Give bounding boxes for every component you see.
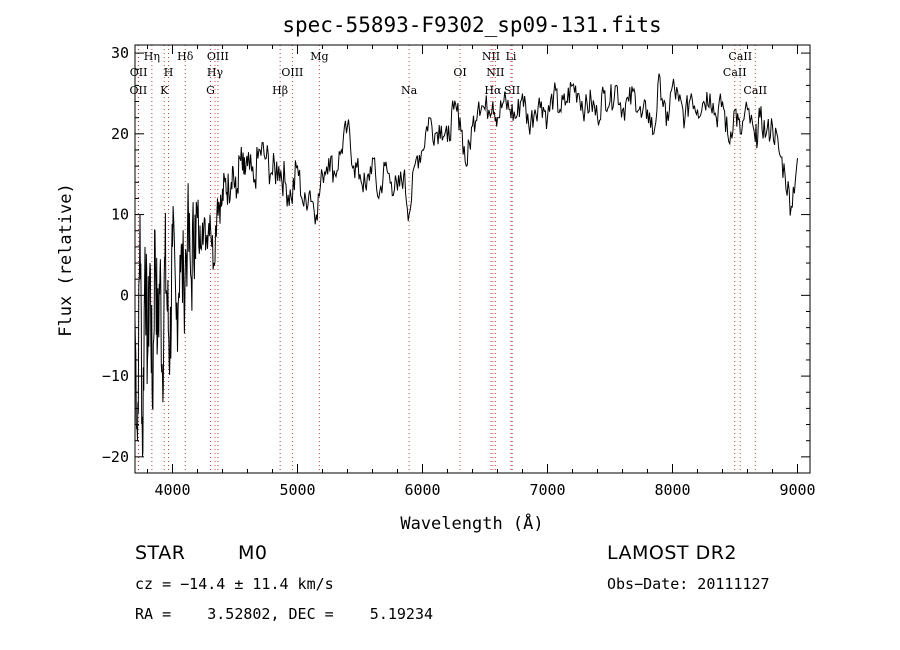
line-label-sii: SII xyxy=(504,84,520,97)
y-axis-label: Flux (relative) xyxy=(56,183,76,337)
line-label-g: G xyxy=(206,84,215,97)
line-label-nii: NII xyxy=(482,50,500,63)
plot-frame xyxy=(134,44,811,474)
y-tick-label: 20 xyxy=(111,125,129,143)
line-label-na: Na xyxy=(401,84,418,97)
line-label-mg: Mg xyxy=(310,50,328,63)
x-tick-label: 5000 xyxy=(279,481,315,499)
x-tick-label: 7000 xyxy=(529,481,565,499)
object-subclass: M0 xyxy=(238,542,268,564)
y-tick-label: 0 xyxy=(120,286,129,304)
line-label-oiii: OIII xyxy=(281,66,303,79)
x-tick-label: 6000 xyxy=(404,481,440,499)
object-class: STAR xyxy=(135,542,186,564)
line-label-k: K xyxy=(160,84,169,97)
line-label-oi: OI xyxy=(453,66,466,79)
x-axis-ticks: 4000 5000 6000 7000 8000 9000 xyxy=(147,45,816,499)
line-label-oii: OII xyxy=(130,84,148,97)
x-tick-label: 4000 xyxy=(154,481,190,499)
spectrum-flux-line xyxy=(134,73,798,457)
line-label-oiii: OIII xyxy=(207,50,229,63)
line-label-oii: OII xyxy=(130,66,148,79)
y-tick-label: 30 xyxy=(111,44,129,62)
line-label-caii: CaII xyxy=(743,84,767,97)
y-tick-label: 10 xyxy=(111,206,129,224)
line-label-li: Li xyxy=(506,50,517,63)
line-label-hη: Hη xyxy=(144,50,160,63)
coordinates: RA = 3.52802, DEC = 5.19234 xyxy=(135,605,434,623)
survey-name: LAMOST DR2 xyxy=(607,542,737,564)
line-label-nii: NII xyxy=(486,66,504,79)
line-label-caii: CaII xyxy=(728,50,752,63)
y-tick-label: −10 xyxy=(102,367,129,385)
line-label-hγ: Hγ xyxy=(207,66,224,79)
x-axis-label: Wavelength (Å) xyxy=(400,512,543,534)
observation-date: Obs−Date: 20111127 xyxy=(607,575,770,593)
redshift-velocity: cz = −14.4 ± 11.4 km/s xyxy=(135,575,334,593)
line-label-hβ: Hβ xyxy=(272,84,288,97)
y-axis-ticks: −20 −10 0 10 20 30 xyxy=(102,44,810,466)
chart-title: spec-55893-F9302_sp09-131.fits xyxy=(282,13,661,37)
spectral-line-markers xyxy=(137,45,756,473)
line-label-hα: Hα xyxy=(484,84,502,97)
line-label-caii: CaII xyxy=(723,66,747,79)
y-tick-label: −20 xyxy=(102,448,129,466)
x-tick-label: 9000 xyxy=(779,481,815,499)
x-tick-label: 8000 xyxy=(654,481,690,499)
line-label-h: H xyxy=(164,66,174,79)
line-label-hδ: Hδ xyxy=(177,50,194,63)
